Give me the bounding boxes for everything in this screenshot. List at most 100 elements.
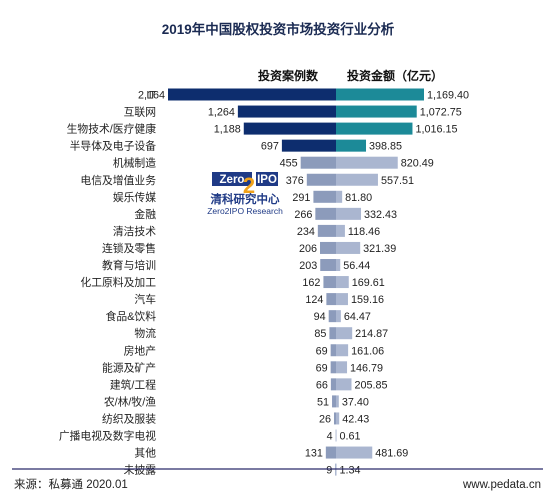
category-label: 物流 bbox=[134, 326, 156, 340]
bar-case-count bbox=[326, 293, 336, 306]
category-label: 清洁技术 bbox=[113, 225, 156, 238]
category-label: 能源及矿产 bbox=[102, 360, 156, 374]
category-label: 建筑/工程 bbox=[110, 377, 156, 391]
bar-investment-amount bbox=[336, 122, 413, 135]
value-label-cases: 206 bbox=[299, 243, 317, 255]
category-label: 互联网 bbox=[124, 106, 156, 119]
bar-investment-amount bbox=[336, 361, 348, 374]
value-label-amount: 64.47 bbox=[344, 311, 371, 323]
bar-case-count bbox=[313, 190, 336, 203]
value-label-cases: 69 bbox=[316, 345, 328, 357]
value-label-amount: 1.34 bbox=[340, 465, 361, 477]
footer-source: 来源：私募通 2020.01 bbox=[14, 477, 128, 491]
value-label-cases: 69 bbox=[316, 362, 328, 374]
legend-left-series: 投资案例数 bbox=[258, 68, 319, 83]
value-label-amount: 557.51 bbox=[381, 175, 414, 187]
value-label-cases: 697 bbox=[261, 141, 279, 153]
bar-case-count bbox=[328, 310, 336, 323]
value-label-cases: 66 bbox=[316, 379, 328, 391]
value-label-cases: 124 bbox=[305, 294, 323, 306]
bar-case-count bbox=[333, 412, 336, 425]
value-label-amount: 1,016.15 bbox=[415, 124, 457, 136]
bar-investment-amount bbox=[336, 173, 378, 186]
value-label-amount: 398.85 bbox=[369, 141, 402, 153]
value-label-amount: 332.43 bbox=[364, 209, 397, 221]
value-label-cases: 291 bbox=[292, 192, 310, 204]
value-label-amount: 214.87 bbox=[355, 328, 388, 340]
bar-case-count bbox=[320, 241, 336, 254]
value-label-cases: 131 bbox=[305, 448, 323, 460]
bar-investment-amount bbox=[336, 156, 398, 169]
footer-site: www.pedata.cn bbox=[462, 479, 541, 491]
bar-investment-amount bbox=[336, 412, 340, 425]
value-label-cases: 234 bbox=[297, 226, 315, 238]
category-labels: IT 互联网生物技术/医疗健康半导体及电子设备机械制造电信及增值业务娱乐传媒金融清… bbox=[59, 90, 157, 477]
category-label: 农/林/牧/渔 bbox=[104, 394, 156, 408]
category-label: 纺织及服装 bbox=[102, 411, 156, 425]
value-label-cases: 85 bbox=[314, 328, 326, 340]
bar-investment-amount bbox=[336, 310, 341, 323]
bar-investment-amount bbox=[336, 190, 343, 203]
value-label-amount: 1,072.75 bbox=[420, 107, 462, 119]
bar-investment-amount bbox=[336, 259, 341, 271]
category-label: 机械制造 bbox=[113, 156, 156, 170]
bar-investment-amount bbox=[336, 429, 337, 442]
bar-case-count bbox=[320, 259, 336, 271]
value-label-amount: 481.69 bbox=[375, 448, 408, 460]
bar-case-count bbox=[325, 446, 336, 459]
value-label-cases: 376 bbox=[286, 175, 304, 187]
bar-case-count bbox=[330, 378, 336, 391]
bar-investment-amount bbox=[336, 207, 362, 220]
value-label-amount: 0.61 bbox=[340, 431, 361, 443]
bar-investment-amount bbox=[336, 139, 367, 152]
zero2ipo-logo: Zero 2 IPO 清科研究中心 Zero2IPO Research bbox=[207, 172, 283, 216]
bar-investment-amount bbox=[336, 276, 349, 289]
category-label: 生物技术/医疗健康 bbox=[67, 122, 157, 136]
logo-en-name: Zero2IPO Research bbox=[207, 206, 283, 216]
value-label-amount: 205.85 bbox=[354, 379, 387, 391]
bar-case-count bbox=[323, 276, 336, 289]
legend-right-series: 投资金额（亿元） bbox=[347, 68, 443, 83]
value-label-amount: 161.06 bbox=[351, 345, 384, 357]
value-label-cases: 1,264 bbox=[208, 107, 235, 119]
category-label: 电信及增值业务 bbox=[80, 173, 156, 187]
bar-case-count bbox=[237, 105, 336, 118]
bar-investment-amount bbox=[336, 241, 361, 254]
bar-investment-amount bbox=[336, 88, 424, 101]
value-label-cases: 51 bbox=[317, 396, 329, 408]
value-label-amount: 169.61 bbox=[352, 277, 385, 289]
value-label-amount: 146.79 bbox=[350, 362, 383, 374]
bar-case-count bbox=[330, 361, 336, 374]
category-label: 半导体及电子设备 bbox=[70, 139, 157, 153]
logo-cn-name: 清科研究中心 bbox=[211, 192, 280, 206]
value-label-cases: 162 bbox=[302, 277, 320, 289]
bar-investment-amount bbox=[336, 224, 345, 237]
value-label-amount: 37.40 bbox=[342, 396, 369, 408]
category-label: 房地产 bbox=[124, 343, 157, 357]
bar-investment-amount bbox=[336, 327, 353, 340]
bar-investment-amount bbox=[336, 446, 373, 459]
bar-investment-amount bbox=[336, 378, 352, 391]
bar-case-count bbox=[243, 122, 336, 135]
category-label: 食品&饮料 bbox=[106, 309, 157, 323]
bar-case-count bbox=[330, 344, 336, 357]
logo-text-zero: Zero bbox=[220, 174, 245, 186]
category-label: 其他 bbox=[134, 447, 156, 460]
logo-text-ipo: IPO bbox=[257, 174, 277, 186]
bars-group bbox=[168, 88, 424, 476]
category-label: 化工原料及加工 bbox=[80, 275, 156, 289]
bar-investment-amount bbox=[336, 105, 417, 118]
category-label: IT bbox=[146, 90, 156, 102]
chart-title: 2019年中国股权投资市场投资行业分析 bbox=[162, 21, 395, 37]
category-label: 金融 bbox=[134, 207, 156, 221]
value-label-cases: 266 bbox=[294, 209, 312, 221]
value-label-amount: 820.49 bbox=[401, 158, 434, 170]
value-label-cases: 203 bbox=[299, 260, 317, 272]
value-label-amount: 159.16 bbox=[351, 294, 384, 306]
category-label: 娱乐传媒 bbox=[113, 190, 156, 204]
bar-investment-amount bbox=[336, 344, 349, 357]
logo-digit-two: 2 bbox=[243, 173, 255, 198]
logo-right-block bbox=[256, 172, 278, 186]
value-label-cases: 1,188 bbox=[214, 124, 241, 136]
